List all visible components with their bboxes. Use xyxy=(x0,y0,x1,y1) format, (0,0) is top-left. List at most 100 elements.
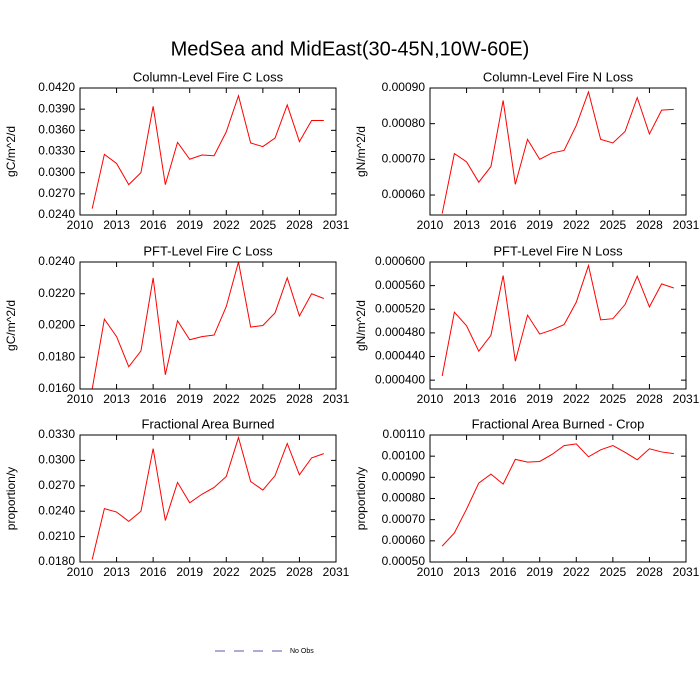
y-axis-label: gN/m^2/d xyxy=(354,126,368,177)
y-tick-label: 0.0270 xyxy=(38,478,75,492)
y-tick-label: 0.0420 xyxy=(38,80,75,94)
x-tick-label: 2016 xyxy=(490,565,517,579)
legend-label: No Obs xyxy=(290,648,314,655)
y-tick-label: 0.0240 xyxy=(38,207,75,221)
y-tick-label: 0.0300 xyxy=(38,165,75,179)
y-tick-label: 0.000440 xyxy=(375,349,425,363)
y-tick-label: 0.0180 xyxy=(38,349,75,363)
x-tick-label: 2013 xyxy=(103,565,130,579)
plot-frame xyxy=(79,261,337,390)
y-tick-label: 0.0210 xyxy=(38,529,75,543)
x-tick-label: 2028 xyxy=(286,218,313,232)
x-tick-label: 2010 xyxy=(417,565,444,579)
x-tick-label: 2028 xyxy=(636,218,663,232)
y-tick-label: 0.0240 xyxy=(38,503,75,517)
x-tick-label: 2028 xyxy=(636,565,663,579)
x-tick-label: 2025 xyxy=(250,392,277,406)
data-line xyxy=(91,435,324,560)
y-axis-label: proportion/y xyxy=(4,467,18,530)
data-line xyxy=(91,261,324,390)
plot-frame xyxy=(429,261,687,390)
x-tick-label: 2010 xyxy=(67,565,94,579)
y-axis-label: proportion/y xyxy=(354,467,368,530)
x-tick-label: 2028 xyxy=(636,392,663,406)
y-tick-label: 0.00090 xyxy=(382,470,426,484)
x-tick-label: 2013 xyxy=(103,392,130,406)
x-tick-label: 2025 xyxy=(250,218,277,232)
plot-frame xyxy=(429,434,687,563)
x-tick-label: 2010 xyxy=(417,218,444,232)
x-tick-label: 2022 xyxy=(563,392,590,406)
x-tick-label: 2010 xyxy=(67,218,94,232)
y-axis-label: gC/m^2/d xyxy=(4,300,18,351)
y-tick-label: 0.0220 xyxy=(38,286,75,300)
y-tick-label: 0.0270 xyxy=(38,186,75,200)
y-tick-label: 0.0160 xyxy=(38,381,75,395)
y-tick-label: 0.0300 xyxy=(38,453,75,467)
x-tick-label: 2022 xyxy=(563,565,590,579)
x-tick-label: 2028 xyxy=(286,392,313,406)
x-tick-label: 2010 xyxy=(417,392,444,406)
y-tick-label: 0.0240 xyxy=(38,254,75,268)
x-tick-label: 2019 xyxy=(176,392,203,406)
y-tick-label: 0.00090 xyxy=(382,80,426,94)
x-tick-label: 2016 xyxy=(490,392,517,406)
x-tick-label: 2028 xyxy=(286,565,313,579)
y-tick-label: 0.000520 xyxy=(375,301,425,315)
y-tick-label: 0.000560 xyxy=(375,278,425,292)
x-tick-label: 2019 xyxy=(526,218,553,232)
panel-title: Fractional Area Burned xyxy=(142,416,275,431)
y-axis-label: gN/m^2/d xyxy=(354,300,368,351)
plot-frame xyxy=(79,87,337,216)
x-tick-label: 2013 xyxy=(103,218,130,232)
panel-title: Fractional Area Burned - Crop xyxy=(472,416,645,431)
figure-title: MedSea and MidEast(30-45N,10W-60E) xyxy=(171,38,530,60)
y-tick-label: 0.00060 xyxy=(382,533,426,547)
x-tick-label: 2019 xyxy=(176,218,203,232)
x-tick-label: 2031 xyxy=(673,218,700,232)
x-tick-label: 2025 xyxy=(600,565,627,579)
x-tick-label: 2031 xyxy=(323,218,350,232)
y-tick-label: 0.000600 xyxy=(375,254,425,268)
y-tick-label: 0.00110 xyxy=(383,427,426,441)
y-tick-label: 0.00050 xyxy=(382,554,426,568)
x-tick-label: 2025 xyxy=(250,565,277,579)
y-tick-label: 0.0180 xyxy=(38,554,75,568)
x-tick-label: 2016 xyxy=(140,392,167,406)
y-tick-label: 0.000480 xyxy=(375,325,425,339)
y-tick-label: 0.00080 xyxy=(382,116,426,130)
data-line xyxy=(441,90,674,214)
y-tick-label: 0.0330 xyxy=(38,144,75,158)
data-line xyxy=(91,94,324,209)
x-tick-label: 2016 xyxy=(140,565,167,579)
x-tick-label: 2031 xyxy=(673,565,700,579)
x-tick-label: 2019 xyxy=(526,565,553,579)
x-tick-label: 2013 xyxy=(453,218,480,232)
y-tick-label: 0.00080 xyxy=(382,491,426,505)
plot-frame xyxy=(79,434,337,563)
x-tick-label: 2022 xyxy=(563,218,590,232)
x-tick-label: 2022 xyxy=(213,392,240,406)
x-tick-label: 2025 xyxy=(600,218,627,232)
x-tick-label: 2010 xyxy=(67,392,94,406)
y-tick-label: 0.00100 xyxy=(382,448,426,462)
x-tick-label: 2016 xyxy=(140,218,167,232)
y-tick-label: 0.0360 xyxy=(38,123,75,137)
x-tick-label: 2016 xyxy=(490,218,517,232)
x-tick-label: 2013 xyxy=(453,392,480,406)
x-tick-label: 2022 xyxy=(213,565,240,579)
x-tick-label: 2019 xyxy=(176,565,203,579)
y-tick-label: 0.00070 xyxy=(382,512,426,526)
x-tick-label: 2031 xyxy=(673,392,700,406)
y-tick-label: 0.0330 xyxy=(38,427,75,441)
data-line xyxy=(441,443,674,547)
y-tick-label: 0.0390 xyxy=(38,101,75,115)
y-tick-label: 0.00060 xyxy=(382,187,426,201)
y-axis-label: gC/m^2/d xyxy=(4,126,18,177)
x-tick-label: 2013 xyxy=(453,565,480,579)
panel-title: PFT-Level Fire N Loss xyxy=(493,243,623,258)
data-line xyxy=(441,263,674,377)
x-tick-label: 2031 xyxy=(323,565,350,579)
plot-frame xyxy=(429,87,687,216)
